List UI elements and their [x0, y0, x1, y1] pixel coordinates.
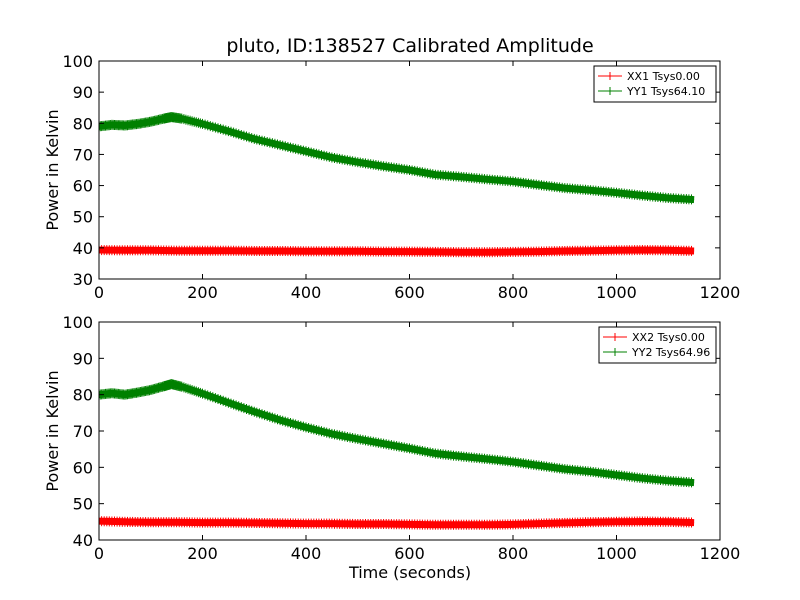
- x-tick-label: 1000: [596, 544, 637, 563]
- x-tick-label: 1200: [700, 544, 741, 563]
- series-0-markers: [98, 245, 692, 258]
- series-0-markers: [98, 516, 692, 530]
- y-tick-label: 90: [73, 83, 93, 102]
- x-tick-label: 800: [498, 544, 529, 563]
- top-panel: 0 200 400 600 800 1000 1200 30 40 50 60 70 80 90 100 Po…: [43, 52, 740, 302]
- legend-label: XX2 Tsys0.00: [632, 331, 705, 344]
- y-tick-label: 80: [73, 386, 93, 405]
- legend: XX1 Tsys0.00 YY1 Tsys64.10: [593, 65, 717, 103]
- series-1-markers: [98, 112, 692, 205]
- x-tick-label: 400: [291, 283, 322, 302]
- y-tick-label: 80: [73, 114, 93, 133]
- x-axis-label: Time (seconds): [348, 563, 471, 582]
- x-tick-label: 0: [94, 283, 104, 302]
- series-1-markers: [98, 379, 692, 488]
- x-tick-label: 1000: [596, 283, 637, 302]
- y-tick-label: 60: [73, 177, 93, 196]
- y-axis-label: Power in Kelvin: [43, 370, 62, 491]
- y-tick-label: 100: [62, 52, 93, 71]
- x-tick-label: 600: [394, 544, 425, 563]
- legend-box: [593, 65, 717, 103]
- y-tick-label: 40: [73, 531, 93, 550]
- y-axis-label: Power in Kelvin: [43, 109, 62, 230]
- y-tick-label: 60: [73, 458, 93, 477]
- y-tick-label: 40: [73, 239, 93, 258]
- x-tick-label: 200: [187, 283, 218, 302]
- y-tick-label: 100: [62, 313, 93, 332]
- bottom-panel: 0 200 400 600 800 1000 1200 40 50 60 70 80 90 100 Powe…: [43, 313, 740, 563]
- x-tick-label: 1200: [700, 283, 741, 302]
- x-tick-label: 0: [94, 544, 104, 563]
- figure-title: pluto, ID:138527 Calibrated Amplitude: [226, 35, 593, 57]
- legend: XX2 Tsys0.00 YY2 Tsys64.96: [598, 326, 717, 364]
- x-tick-label: 200: [187, 544, 218, 563]
- legend-label: XX1 Tsys0.00: [627, 70, 700, 83]
- x-tick-label: 800: [498, 283, 529, 302]
- x-tick-label: 400: [291, 544, 322, 563]
- y-tick-label: 30: [73, 270, 93, 289]
- y-tick-label: 70: [73, 422, 93, 441]
- y-tick-label: 50: [73, 208, 93, 227]
- legend-label: YY1 Tsys64.10: [626, 85, 705, 98]
- y-tick-label: 70: [73, 145, 93, 164]
- x-tick-label: 600: [394, 283, 425, 302]
- legend-label: YY2 Tsys64.96: [631, 346, 710, 359]
- y-tick-label: 90: [73, 349, 93, 368]
- legend-box: [598, 326, 717, 364]
- y-tick-label: 50: [73, 495, 93, 514]
